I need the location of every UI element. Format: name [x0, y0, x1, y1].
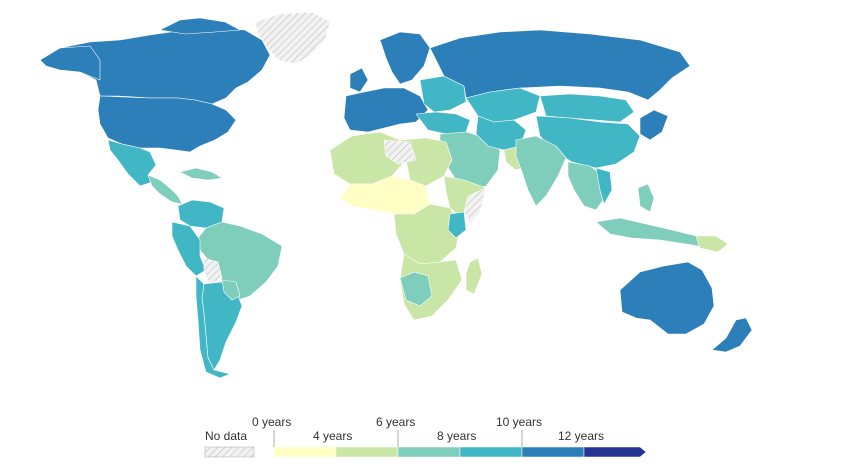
map-legend: No data 0 years 6 years 10 years 4 years… [204, 415, 647, 458]
region-western-sahara[interactable] [383, 139, 417, 165]
region-uk-ireland[interactable] [349, 67, 369, 93]
region-korea-japan[interactable] [639, 109, 669, 141]
legend-label-6-years: 6 years [376, 415, 415, 429]
region-india[interactable] [515, 135, 567, 207]
region-somalia[interactable] [463, 187, 487, 225]
region-bolivia[interactable] [203, 257, 223, 285]
region-philippines[interactable] [637, 183, 655, 213]
legend-label-8-years: 8 years [437, 429, 476, 443]
legend-no-data-label: No data [205, 429, 247, 443]
region-russia[interactable] [429, 29, 691, 101]
region-scandinavia[interactable] [379, 31, 431, 85]
region-new-zealand[interactable] [711, 317, 753, 353]
region-madagascar[interactable] [465, 257, 483, 295]
region-central-africa[interactable] [393, 203, 461, 265]
region-balkans-turkey[interactable] [415, 111, 471, 135]
region-usa[interactable] [97, 95, 237, 153]
region-brazil[interactable] [197, 221, 283, 301]
legend-label-4-years: 4 years [313, 429, 352, 443]
world-choropleth-map [39, 11, 753, 379]
legend-bin-0 [273, 446, 337, 458]
legend-bin-1 [335, 446, 399, 458]
legend-color-scale [273, 446, 647, 458]
region-caribbean[interactable] [179, 167, 223, 181]
region-alaska[interactable] [39, 45, 101, 81]
region-papua-new-guinea[interactable] [695, 235, 729, 253]
region-australia[interactable] [619, 261, 715, 335]
region-arctic-islands[interactable] [159, 17, 241, 35]
legend-bin-4 [521, 446, 585, 458]
region-canada[interactable] [39, 27, 271, 105]
legend-label-0-years: 0 years [252, 415, 291, 429]
legend-bin-2 [397, 446, 461, 458]
region-southeast-asia[interactable] [567, 161, 607, 211]
region-namibia-botswana[interactable] [399, 271, 433, 307]
legend-label-12-years: 12 years [558, 429, 604, 443]
region-peru-ecuador[interactable] [171, 221, 207, 277]
region-vietnam[interactable] [595, 167, 613, 205]
legend-no-data-swatch [204, 446, 255, 458]
region-chile[interactable] [195, 275, 231, 379]
region-western-europe[interactable] [343, 87, 429, 133]
legend-bin-5-arrow [583, 446, 647, 458]
legend-bin-3 [459, 446, 523, 458]
legend-label-10-years: 10 years [496, 415, 542, 429]
region-kenya[interactable] [447, 211, 467, 239]
region-central-america[interactable] [147, 174, 183, 205]
region-uruguay-paraguay[interactable] [221, 279, 241, 301]
region-greenland[interactable] [254, 11, 331, 65]
